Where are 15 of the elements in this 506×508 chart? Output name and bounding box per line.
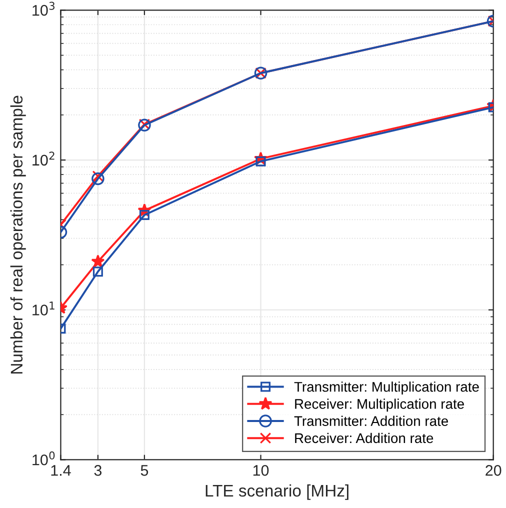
x-axis-title: LTE scenario [MHz] <box>206 484 348 500</box>
x-tick-label: 3 <box>94 465 102 476</box>
y-axis-title: Number of real operations per sample <box>10 96 26 374</box>
y-tick-label: 10$^{1}$ <box>32 302 54 316</box>
legend-label: Transmitter: Addition rate <box>294 416 448 426</box>
x-tick-label: 20 <box>486 465 502 476</box>
x-tick-label: 1.4 <box>51 465 71 476</box>
x-tick-label: 10 <box>253 465 269 476</box>
y-tick-label: 10$^{3}$ <box>32 2 54 16</box>
x-tick-label: 5 <box>140 465 148 476</box>
legend-label: Transmitter: Multiplication rate <box>294 382 479 395</box>
legend-label: Receiver: Addition rate <box>295 432 434 444</box>
y-tick-label: 10$^{0}$ <box>32 451 55 466</box>
y-tick-label: 10$^{2}$ <box>32 152 54 166</box>
legend-label: Receiver: Multiplication rate <box>295 398 464 412</box>
